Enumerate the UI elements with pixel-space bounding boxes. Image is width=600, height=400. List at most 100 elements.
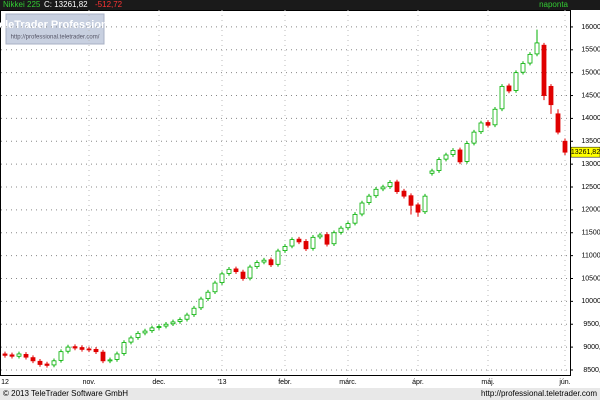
candle-body: [163, 323, 169, 327]
candle-body: [303, 241, 309, 250]
y-tick-label: 9500,00: [583, 321, 600, 328]
candle-body: [331, 232, 337, 245]
copyright: © 2013 TeleTrader Software GmbH: [3, 389, 128, 398]
candle-body: [261, 259, 267, 263]
last-value-label: 13261,82: [571, 149, 600, 156]
y-tick-label: 11000,00: [582, 252, 600, 259]
candle-body: [72, 346, 78, 349]
x-tick-label: febr.: [278, 379, 292, 386]
candle-body: [317, 234, 323, 238]
watermark-title: TeleTrader Professional: [0, 19, 117, 31]
candle-body: [373, 188, 379, 197]
y-tick-label: 8500,00: [583, 367, 600, 374]
watermark-box: [5, 13, 105, 45]
x-tick-label: '13: [217, 379, 226, 386]
candle-body: [527, 53, 533, 64]
candle-body: [9, 354, 15, 357]
candle-body: [170, 321, 176, 325]
candle-body: [23, 354, 29, 358]
candle-body: [492, 108, 498, 126]
y-tick-label: 12000,00: [581, 207, 600, 214]
candle-body: [212, 282, 218, 293]
y-tick-label: 13500,00: [581, 138, 600, 145]
candle-body: [282, 246, 288, 251]
candle-body: [289, 239, 295, 247]
candle-body: [247, 266, 253, 279]
candle-body: [408, 195, 414, 206]
candle-body: [275, 250, 281, 265]
candle-body: [156, 326, 162, 328]
candle-body: [114, 353, 120, 360]
candle-body: [520, 63, 526, 73]
candle-body: [44, 363, 50, 366]
x-tick-label: 12: [1, 379, 9, 386]
candle-body: [58, 351, 64, 361]
candle-body: [387, 182, 393, 187]
frequency: naponta: [539, 0, 568, 9]
candle-body: [471, 131, 477, 144]
x-tick-label: dec.: [152, 379, 165, 386]
x-tick-label: nov.: [83, 379, 96, 386]
candle-body: [30, 357, 36, 362]
candle-body: [394, 181, 400, 192]
candle-body: [562, 140, 568, 153]
candle-body: [436, 159, 442, 171]
candle-body: [324, 234, 330, 245]
x-tick-label: máj.: [481, 379, 494, 386]
candle-body: [541, 44, 547, 96]
candle-body: [422, 195, 428, 213]
candle-body: [184, 314, 190, 320]
candle-body: [345, 223, 351, 229]
x-tick-label: márc.: [339, 379, 357, 386]
candle-body: [506, 85, 512, 92]
candle-body: [191, 307, 197, 316]
y-tick-label: 9000,00: [583, 344, 600, 351]
candle-body: [268, 259, 274, 266]
candle-body: [359, 202, 365, 215]
candle-body: [79, 347, 85, 350]
candle-body: [226, 268, 232, 274]
candle-body: [296, 238, 302, 243]
x-tick-label: jún.: [558, 379, 570, 386]
footer-url: http://professional.teletrader.com: [481, 389, 597, 398]
candle-body: [233, 268, 239, 273]
candle-body: [366, 195, 372, 203]
y-tick-label: 12500,00: [581, 184, 600, 191]
candle-body: [2, 353, 8, 356]
candle-body: [310, 236, 316, 249]
y-tick-label: 15500,00: [581, 47, 600, 54]
y-tick-label: 10500,00: [581, 275, 600, 282]
candle-body: [338, 227, 344, 233]
candle-body: [198, 298, 204, 309]
candle-body: [457, 149, 463, 163]
candle-body: [534, 42, 540, 55]
y-tick-label: 14000,00: [581, 115, 600, 122]
candle-body: [37, 360, 43, 365]
candle-body: [65, 346, 71, 352]
candle-body: [142, 330, 148, 334]
instrument-name: Nikkei 225: [3, 0, 41, 9]
candle-body: [415, 204, 421, 213]
y-tick-label: 16000,00: [581, 24, 600, 31]
last-value-box: [570, 146, 600, 158]
x-tick-label: ápr.: [412, 379, 424, 386]
y-tick-label: 15000,00: [581, 70, 600, 77]
candle-body: [429, 170, 435, 174]
watermark-url: http://professional.teletrader.com/: [11, 35, 100, 41]
candle-body: [548, 85, 554, 106]
candle-body: [254, 262, 260, 267]
candle-body: [149, 327, 155, 332]
candle-body: [478, 122, 484, 133]
candle-body: [51, 360, 57, 366]
candle-body: [219, 273, 225, 284]
candle-body: [205, 291, 211, 300]
candle-body: [86, 348, 92, 351]
candle-body: [128, 337, 134, 343]
footer-bar: [0, 388, 600, 400]
header-bar: [0, 0, 600, 10]
candle-body: [93, 348, 99, 353]
last-price: C: 13261,82: [44, 0, 88, 9]
candle-body: [380, 186, 386, 190]
